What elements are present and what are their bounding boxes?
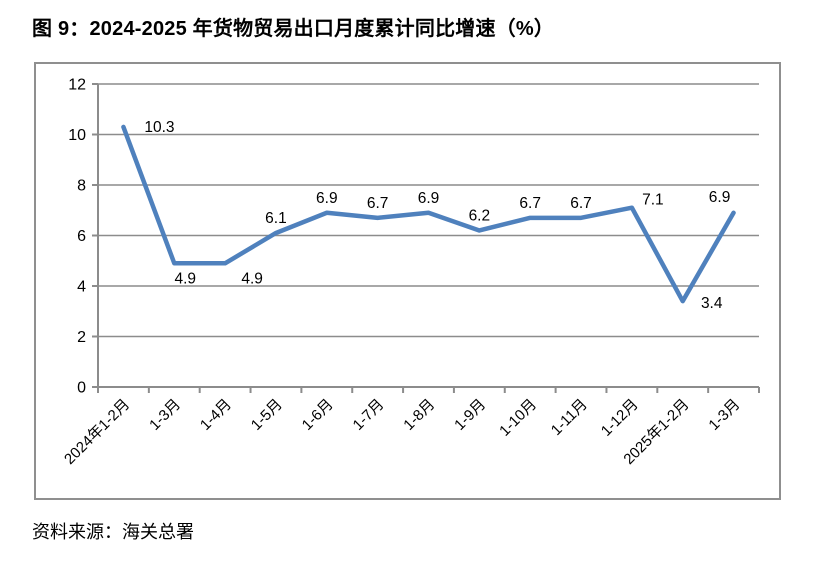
data-point-label: 3.4 xyxy=(701,295,723,312)
y-tick-label: 12 xyxy=(68,77,86,94)
y-tick-label: 2 xyxy=(77,329,86,346)
x-tick-label: 1-9月 xyxy=(451,396,489,434)
x-tick-label: 1-12月 xyxy=(598,396,642,440)
data-point-label: 6.9 xyxy=(418,190,440,207)
data-point-label: 10.3 xyxy=(144,119,174,136)
y-tick-label: 0 xyxy=(77,380,86,397)
source-note: 资料来源：海关总署 xyxy=(32,522,194,542)
x-tick-label: 1-3月 xyxy=(146,396,184,434)
data-series-line xyxy=(121,124,736,304)
data-point-label: 4.9 xyxy=(174,270,196,287)
y-tick-label: 10 xyxy=(68,127,86,144)
x-tick-label: 1-7月 xyxy=(350,396,388,434)
data-point-label: 6.9 xyxy=(316,190,338,207)
y-tick-label: 4 xyxy=(77,279,86,296)
data-point-label: 6.7 xyxy=(367,195,389,212)
x-tick-label: 1-10月 xyxy=(496,396,540,440)
x-tick-label: 2024年1-2月 xyxy=(61,396,133,468)
x-tick-label: 1-6月 xyxy=(299,396,337,434)
x-tick-label: 1-11月 xyxy=(548,396,591,439)
data-point-label: 4.9 xyxy=(241,270,263,287)
figure-title: 图 9：2024-2025 年货物贸易出口月度累计同比增速（%） xyxy=(32,18,555,40)
data-point-label: 6.1 xyxy=(265,210,287,227)
data-point-label: 6.7 xyxy=(570,195,592,212)
x-tick-label: 1-8月 xyxy=(400,396,438,434)
x-tick-label: 1-5月 xyxy=(248,396,286,434)
data-point-label: 6.2 xyxy=(469,207,491,224)
x-tick-label: 1-4月 xyxy=(197,396,235,434)
x-tick-label: 1-3月 xyxy=(705,396,743,434)
data-point-label: 7.1 xyxy=(642,192,664,209)
data-point-label: 6.9 xyxy=(709,189,731,206)
y-tick-label: 8 xyxy=(77,178,86,195)
data-point-label: 6.7 xyxy=(519,195,541,212)
line-chart: 0 2 4 6 8 10 12 2024年1-2月 1-3月 1-4月 1-5月 1-6月 1-7月 1-… xyxy=(61,77,760,468)
chart-frame: 0 2 4 6 8 10 12 2024年1-2月 1-3月 1-4月 1-5月 1-6月 1-7月 1-… xyxy=(34,62,781,500)
y-tick-label: 6 xyxy=(77,228,86,245)
